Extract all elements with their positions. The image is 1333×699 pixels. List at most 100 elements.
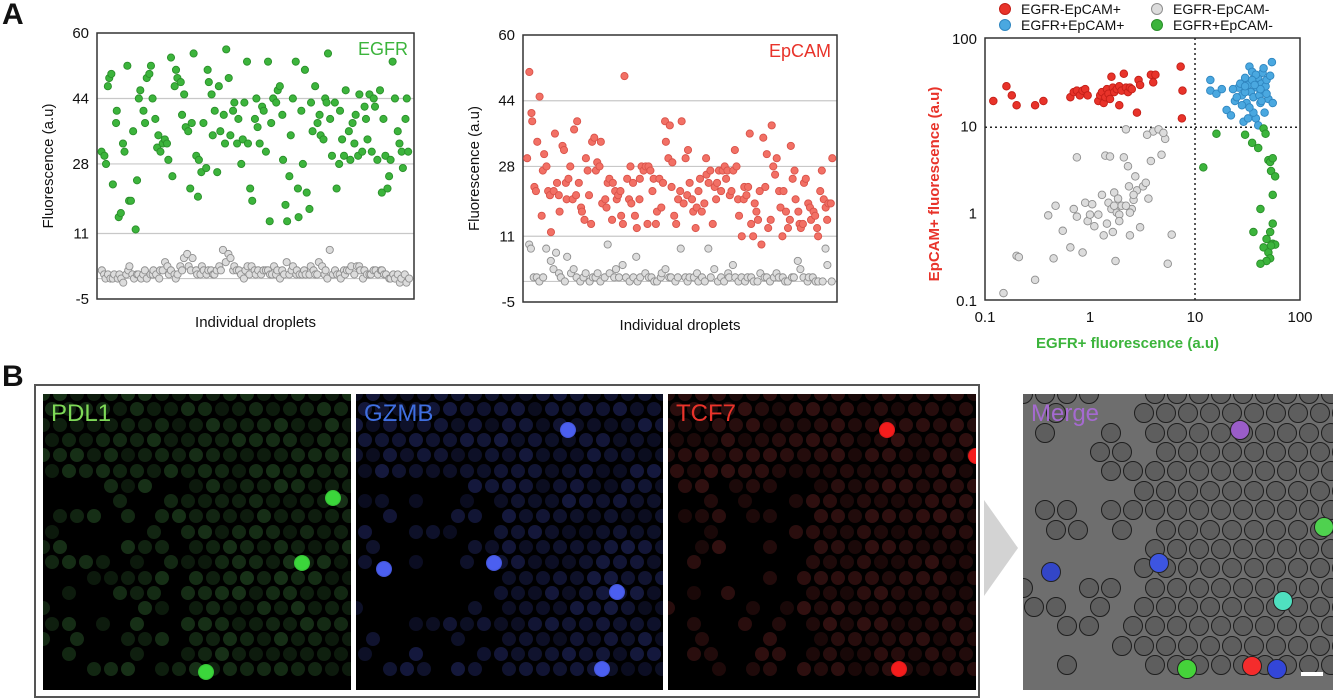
droplet [899, 394, 913, 401]
droplet [907, 555, 922, 570]
droplet [417, 448, 431, 463]
data-point [243, 139, 253, 148]
data-point [395, 139, 404, 148]
droplet [425, 432, 440, 447]
data-point [1151, 70, 1160, 79]
droplet [1068, 519, 1088, 540]
droplet [553, 570, 567, 585]
data-point [687, 195, 697, 204]
droplet [53, 394, 67, 401]
data-point [291, 57, 300, 66]
x-tick-label: 1 [1086, 309, 1094, 326]
droplet [299, 585, 314, 600]
droplet [695, 509, 709, 524]
data-point [759, 133, 768, 142]
droplet [839, 463, 854, 478]
data-point [1072, 212, 1082, 221]
data-point [646, 166, 655, 175]
data-point [757, 240, 766, 249]
droplet [356, 394, 363, 401]
data-point [263, 57, 273, 66]
droplet [638, 448, 652, 463]
droplet [805, 402, 820, 417]
data-point [265, 217, 274, 226]
droplet [316, 647, 331, 662]
droplet [629, 524, 644, 539]
droplet [129, 463, 144, 478]
droplet [485, 394, 499, 401]
data-point [772, 154, 781, 163]
droplet [197, 402, 212, 417]
data-point [1247, 138, 1257, 148]
droplet [265, 402, 280, 417]
droplet [856, 647, 871, 662]
droplet [240, 540, 254, 554]
data-point [753, 277, 762, 286]
droplet [638, 417, 652, 432]
droplet [510, 432, 525, 447]
droplet [873, 616, 888, 631]
droplet [240, 570, 254, 585]
droplet [451, 631, 465, 646]
droplet [112, 585, 127, 600]
droplet [265, 616, 280, 631]
data-point [390, 94, 399, 103]
data-point [1078, 248, 1087, 257]
data-point [608, 178, 617, 187]
droplet [223, 631, 237, 646]
data-point [1261, 129, 1270, 139]
droplet [112, 463, 127, 478]
droplet [316, 463, 331, 478]
droplet [129, 432, 144, 447]
droplet [70, 394, 84, 401]
droplet [629, 555, 644, 570]
droplet [831, 417, 845, 432]
droplet [223, 448, 237, 463]
y-tick-label: 44 [72, 90, 89, 107]
droplet [282, 524, 297, 539]
droplet [214, 402, 229, 417]
droplet [502, 601, 516, 616]
y-tick-label: 0.1 [956, 293, 977, 310]
droplet [907, 463, 922, 478]
droplet [933, 509, 947, 524]
droplet [655, 448, 663, 463]
data-point [691, 224, 700, 233]
data-point [717, 187, 726, 196]
data-point [778, 232, 787, 241]
channel-label: TCF7 [676, 400, 736, 427]
droplet [763, 570, 777, 585]
data-point [170, 82, 179, 91]
droplet [180, 616, 195, 631]
droplet [890, 432, 905, 447]
droplet [325, 448, 339, 463]
droplet [848, 448, 862, 463]
data-point [272, 98, 281, 107]
scale-bar [1301, 672, 1323, 676]
y-axis-label: Fluorescence (a.u) [466, 106, 483, 231]
data-point [136, 86, 145, 95]
droplet [1211, 655, 1231, 676]
droplet [155, 394, 169, 401]
droplet [129, 585, 144, 600]
droplet [1310, 635, 1330, 656]
droplet [763, 478, 777, 493]
droplet [408, 647, 423, 662]
droplet [916, 601, 930, 616]
droplet [231, 647, 246, 662]
droplet [510, 402, 525, 417]
droplet [587, 570, 601, 585]
droplet [527, 494, 542, 509]
data-point [752, 207, 761, 216]
data-point [1107, 72, 1116, 81]
droplet [325, 601, 339, 616]
droplet [746, 478, 760, 493]
y-tick-label: 44 [498, 93, 515, 110]
droplet [206, 509, 220, 524]
droplet [417, 417, 431, 432]
x-tick-label: 100 [1287, 309, 1312, 326]
droplet [967, 540, 976, 554]
droplet [291, 509, 305, 524]
data-point [1268, 153, 1277, 163]
positive-droplet [968, 448, 976, 465]
